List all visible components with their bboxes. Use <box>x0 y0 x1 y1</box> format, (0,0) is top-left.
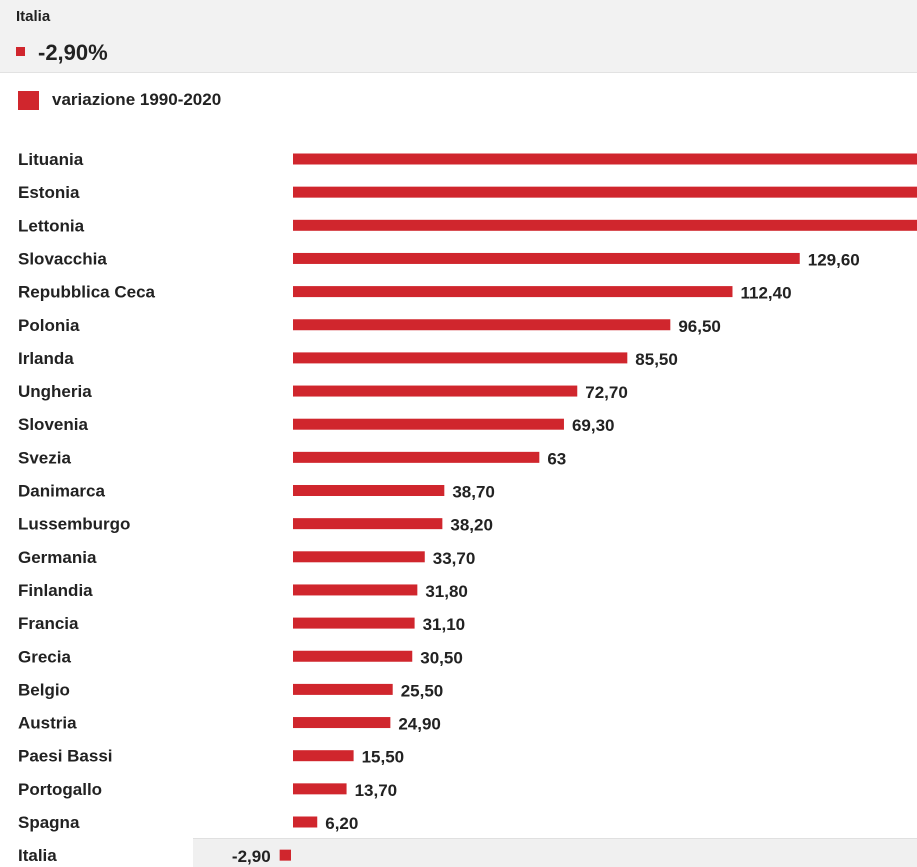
highlight-row-band <box>193 838 917 867</box>
bar[interactable] <box>293 617 415 629</box>
data-label: 85,50 <box>635 350 678 369</box>
category-label: Irlanda <box>18 349 74 368</box>
bar[interactable] <box>293 319 671 331</box>
category-label: Italia <box>18 846 57 865</box>
bar[interactable] <box>293 683 393 695</box>
data-label: 33,70 <box>433 549 476 568</box>
data-label: 6,20 <box>325 814 358 833</box>
data-label: -2,90 <box>232 847 271 866</box>
data-label: 69,30 <box>572 416 615 435</box>
data-label: 30,50 <box>420 648 463 667</box>
category-label: Grecia <box>18 647 71 666</box>
category-label: Repubblica Ceca <box>18 283 156 302</box>
category-label: Finlandia <box>18 581 93 600</box>
bar[interactable] <box>293 451 540 463</box>
bar[interactable] <box>293 352 628 364</box>
category-label: Portogallo <box>18 780 102 799</box>
legend-label: variazione 1990-2020 <box>52 90 222 109</box>
bar[interactable] <box>293 717 391 729</box>
tooltip-value: -2,90% <box>38 40 108 65</box>
category-label: Austria <box>18 714 77 733</box>
category-label: Paesi Bassi <box>18 747 113 766</box>
data-label: 38,70 <box>452 483 495 502</box>
category-label: Spagna <box>18 813 80 832</box>
bar[interactable] <box>293 518 443 530</box>
bar[interactable] <box>279 849 291 861</box>
bar[interactable] <box>293 252 800 264</box>
category-label: Francia <box>18 614 79 633</box>
data-label: 31,10 <box>423 615 466 634</box>
data-label: 72,70 <box>585 383 628 402</box>
tooltip-swatch <box>16 47 25 56</box>
data-label: 13,70 <box>355 781 398 800</box>
category-label: Polonia <box>18 316 80 335</box>
category-label: Svezia <box>18 448 71 467</box>
data-label: 129,60 <box>808 250 860 269</box>
bar[interactable] <box>293 816 318 828</box>
category-label: Lussemburgo <box>18 515 130 534</box>
bar[interactable] <box>293 485 445 496</box>
category-label: Estonia <box>18 183 80 202</box>
data-label: 38,20 <box>450 516 493 535</box>
category-label: Danimarca <box>18 482 105 501</box>
category-label: Ungheria <box>18 382 92 401</box>
bar[interactable] <box>293 783 347 795</box>
legend-swatch <box>18 91 39 110</box>
bar[interactable] <box>293 418 564 430</box>
bar[interactable] <box>293 551 425 563</box>
category-label: Lituania <box>18 150 84 169</box>
bar[interactable] <box>293 286 733 298</box>
category-label: Lettonia <box>18 216 85 235</box>
category-label: Germania <box>18 548 97 567</box>
category-label: Slovacchia <box>18 249 107 268</box>
category-label: Slovenia <box>18 415 88 434</box>
tooltip: Italia -2,90% <box>0 0 917 73</box>
data-label: 15,50 <box>362 748 405 767</box>
tooltip-label: Italia <box>16 8 51 25</box>
data-label: 25,50 <box>401 681 444 700</box>
data-label: 24,90 <box>398 715 441 734</box>
category-label: Belgio <box>18 680 70 699</box>
bar[interactable] <box>293 650 413 662</box>
bar[interactable] <box>293 186 917 198</box>
data-label: 96,50 <box>678 317 721 336</box>
bar[interactable] <box>293 385 578 397</box>
bar[interactable] <box>293 584 418 596</box>
data-label: 31,80 <box>425 582 468 601</box>
bar[interactable] <box>293 750 354 762</box>
data-label: 63 <box>547 449 566 468</box>
bar[interactable] <box>293 153 917 165</box>
bar[interactable] <box>293 219 917 231</box>
data-label: 112,40 <box>740 284 791 303</box>
